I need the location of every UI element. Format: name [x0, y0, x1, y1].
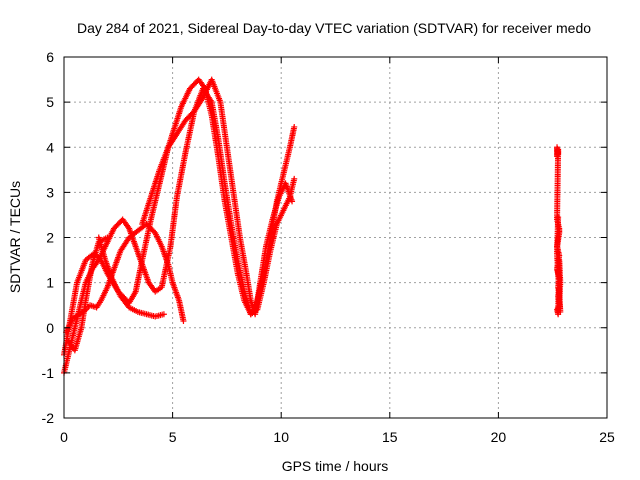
y-tick-label: 4: [46, 139, 54, 155]
data-point: [289, 198, 296, 205]
y-tick-label: 2: [46, 230, 54, 246]
x-axis-label: GPS time / hours: [282, 458, 389, 474]
data-point: [180, 317, 187, 324]
series-arc-a: [61, 76, 298, 358]
x-tick-label: 15: [382, 429, 398, 445]
y-tick-label: 3: [46, 184, 54, 200]
x-tick-label: 10: [273, 429, 289, 445]
x-tick-label: 5: [169, 429, 177, 445]
y-axis-label: SDTVAR / TECUs: [7, 181, 23, 293]
y-tick-label: 0: [46, 320, 54, 336]
data-point: [291, 123, 298, 130]
series-arc-c: [63, 220, 187, 336]
x-tick-label: 20: [491, 429, 507, 445]
y-tick-label: 6: [46, 49, 54, 65]
data-point: [555, 214, 562, 221]
series-arc-e: [65, 234, 111, 354]
data-point: [160, 311, 167, 318]
chart-title: Day 284 of 2021, Sidereal Day-to-day VTE…: [77, 20, 591, 36]
data-layer: [61, 76, 564, 376]
data-point: [104, 234, 111, 241]
tick-layer: 0 5 10 15 20 25 -2 -1 0 1 2 3 4 5 6: [42, 49, 615, 445]
y-tick-label: -1: [42, 365, 55, 381]
x-tick-label: 25: [599, 429, 615, 445]
x-tick-label: 0: [60, 429, 68, 445]
y-tick-label: 1: [46, 275, 54, 291]
data-point: [291, 175, 298, 182]
series-arc-g: [554, 144, 564, 318]
grid-layer: [64, 57, 607, 418]
y-tick-label: -2: [42, 410, 55, 426]
y-tick-label: 5: [46, 94, 54, 110]
series-arc-f: [139, 76, 296, 318]
